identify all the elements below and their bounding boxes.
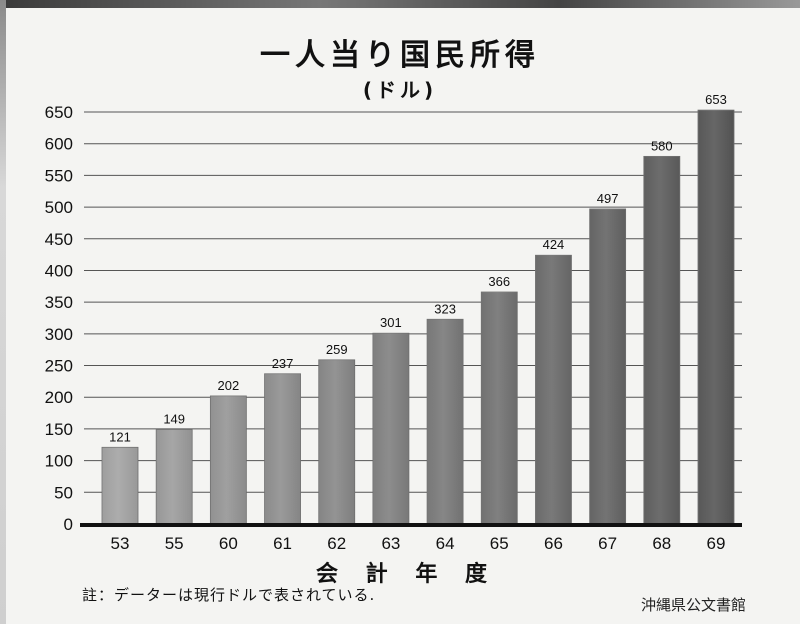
x-tick-label: 62 xyxy=(327,534,346,553)
data-label: 653 xyxy=(705,92,727,107)
y-tick-label: 200 xyxy=(45,388,73,407)
chart-unit: (ドル) xyxy=(362,78,438,102)
data-label: 202 xyxy=(218,378,240,393)
x-axis-label: 会 計 年 度 xyxy=(316,562,497,587)
bar-shading xyxy=(589,208,626,524)
data-label: 323 xyxy=(434,301,456,316)
photo-left-edge xyxy=(0,0,6,624)
x-tick-label: 55 xyxy=(165,534,184,553)
y-tick-label: 450 xyxy=(45,230,73,249)
footnote: 註：データーは現行ドルで表されている. xyxy=(82,586,376,604)
data-label: 580 xyxy=(651,138,673,153)
x-tick-label: 67 xyxy=(598,534,617,553)
bar-shading xyxy=(210,395,247,524)
bar-shading xyxy=(156,429,193,524)
x-tick-label: 66 xyxy=(544,534,563,553)
data-label: 497 xyxy=(597,191,619,206)
data-label: 366 xyxy=(488,274,510,289)
y-tick-label: 0 xyxy=(64,515,73,534)
y-tick-label: 100 xyxy=(45,452,73,471)
x-tick-label: 64 xyxy=(436,534,455,553)
y-tick-label: 50 xyxy=(54,483,73,502)
x-tick-label: 65 xyxy=(490,534,509,553)
y-tick-label: 350 xyxy=(45,293,73,312)
bar-shading xyxy=(698,110,734,525)
y-tick-label: 250 xyxy=(45,357,73,376)
bar-shading xyxy=(264,373,301,524)
bar-shading xyxy=(318,359,355,524)
data-label: 121 xyxy=(109,429,131,444)
x-tick-label: 61 xyxy=(273,534,292,553)
x-tick-label: 68 xyxy=(652,534,671,553)
x-tick-label: 53 xyxy=(111,534,130,553)
bar-shading xyxy=(535,255,572,524)
y-tick-label: 400 xyxy=(45,261,73,280)
archive-credit: 沖縄県公文書館 xyxy=(641,596,747,614)
photo-top-edge xyxy=(0,0,800,8)
data-label: 424 xyxy=(543,237,565,252)
x-tick-label: 69 xyxy=(707,534,726,553)
y-tick-label: 500 xyxy=(45,198,73,217)
y-tick-label: 300 xyxy=(45,325,73,344)
bar-shading xyxy=(372,333,409,524)
bar-shading xyxy=(102,447,138,524)
bar-shading xyxy=(427,319,464,524)
x-tick-label: 63 xyxy=(381,534,400,553)
data-label: 259 xyxy=(326,342,348,357)
data-label: 301 xyxy=(380,315,402,330)
chart-title: 一人当り国民所得 xyxy=(260,38,540,73)
y-tick-label: 550 xyxy=(45,166,73,185)
data-label: 237 xyxy=(272,356,294,371)
y-tick-label: 150 xyxy=(45,420,73,439)
x-tick-label: 60 xyxy=(219,534,238,553)
bar-shading xyxy=(481,292,518,524)
data-label: 149 xyxy=(163,412,185,427)
y-tick-label: 600 xyxy=(45,135,73,154)
y-tick-label: 650 xyxy=(45,103,73,122)
bar-shading xyxy=(643,156,680,524)
